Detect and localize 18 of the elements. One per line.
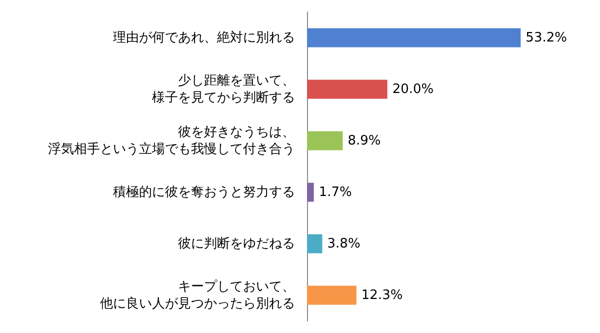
bar — [307, 286, 356, 305]
data-label: 12.3% — [361, 288, 403, 303]
y-tick-label: 積極的に彼を奪おうと努力する — [113, 184, 295, 200]
data-label: 1.7% — [318, 184, 352, 200]
y-tick-label: 理由が何であれ、絶対に別れる — [113, 29, 295, 46]
bar — [307, 80, 388, 99]
bar — [307, 182, 314, 202]
data-label: 3.8% — [327, 236, 360, 252]
y-tick-label: 彼を好きなうちは、浮気相手という立場でも我慢して付き合う — [48, 124, 295, 157]
bar — [307, 131, 343, 150]
data-label: 53.2% — [526, 30, 567, 46]
bar — [307, 234, 322, 254]
y-tick-label: キープしておいて、他に良い人が見つかったら別れる — [100, 279, 295, 312]
y-tick-label: 彼に判断をゆだねる — [178, 236, 295, 252]
bar — [307, 28, 521, 48]
data-label: 20.0% — [392, 82, 434, 97]
data-label: 8.9% — [348, 133, 381, 148]
y-tick-label: 少し距離を置いて、様子を見てから判断する — [152, 73, 295, 106]
